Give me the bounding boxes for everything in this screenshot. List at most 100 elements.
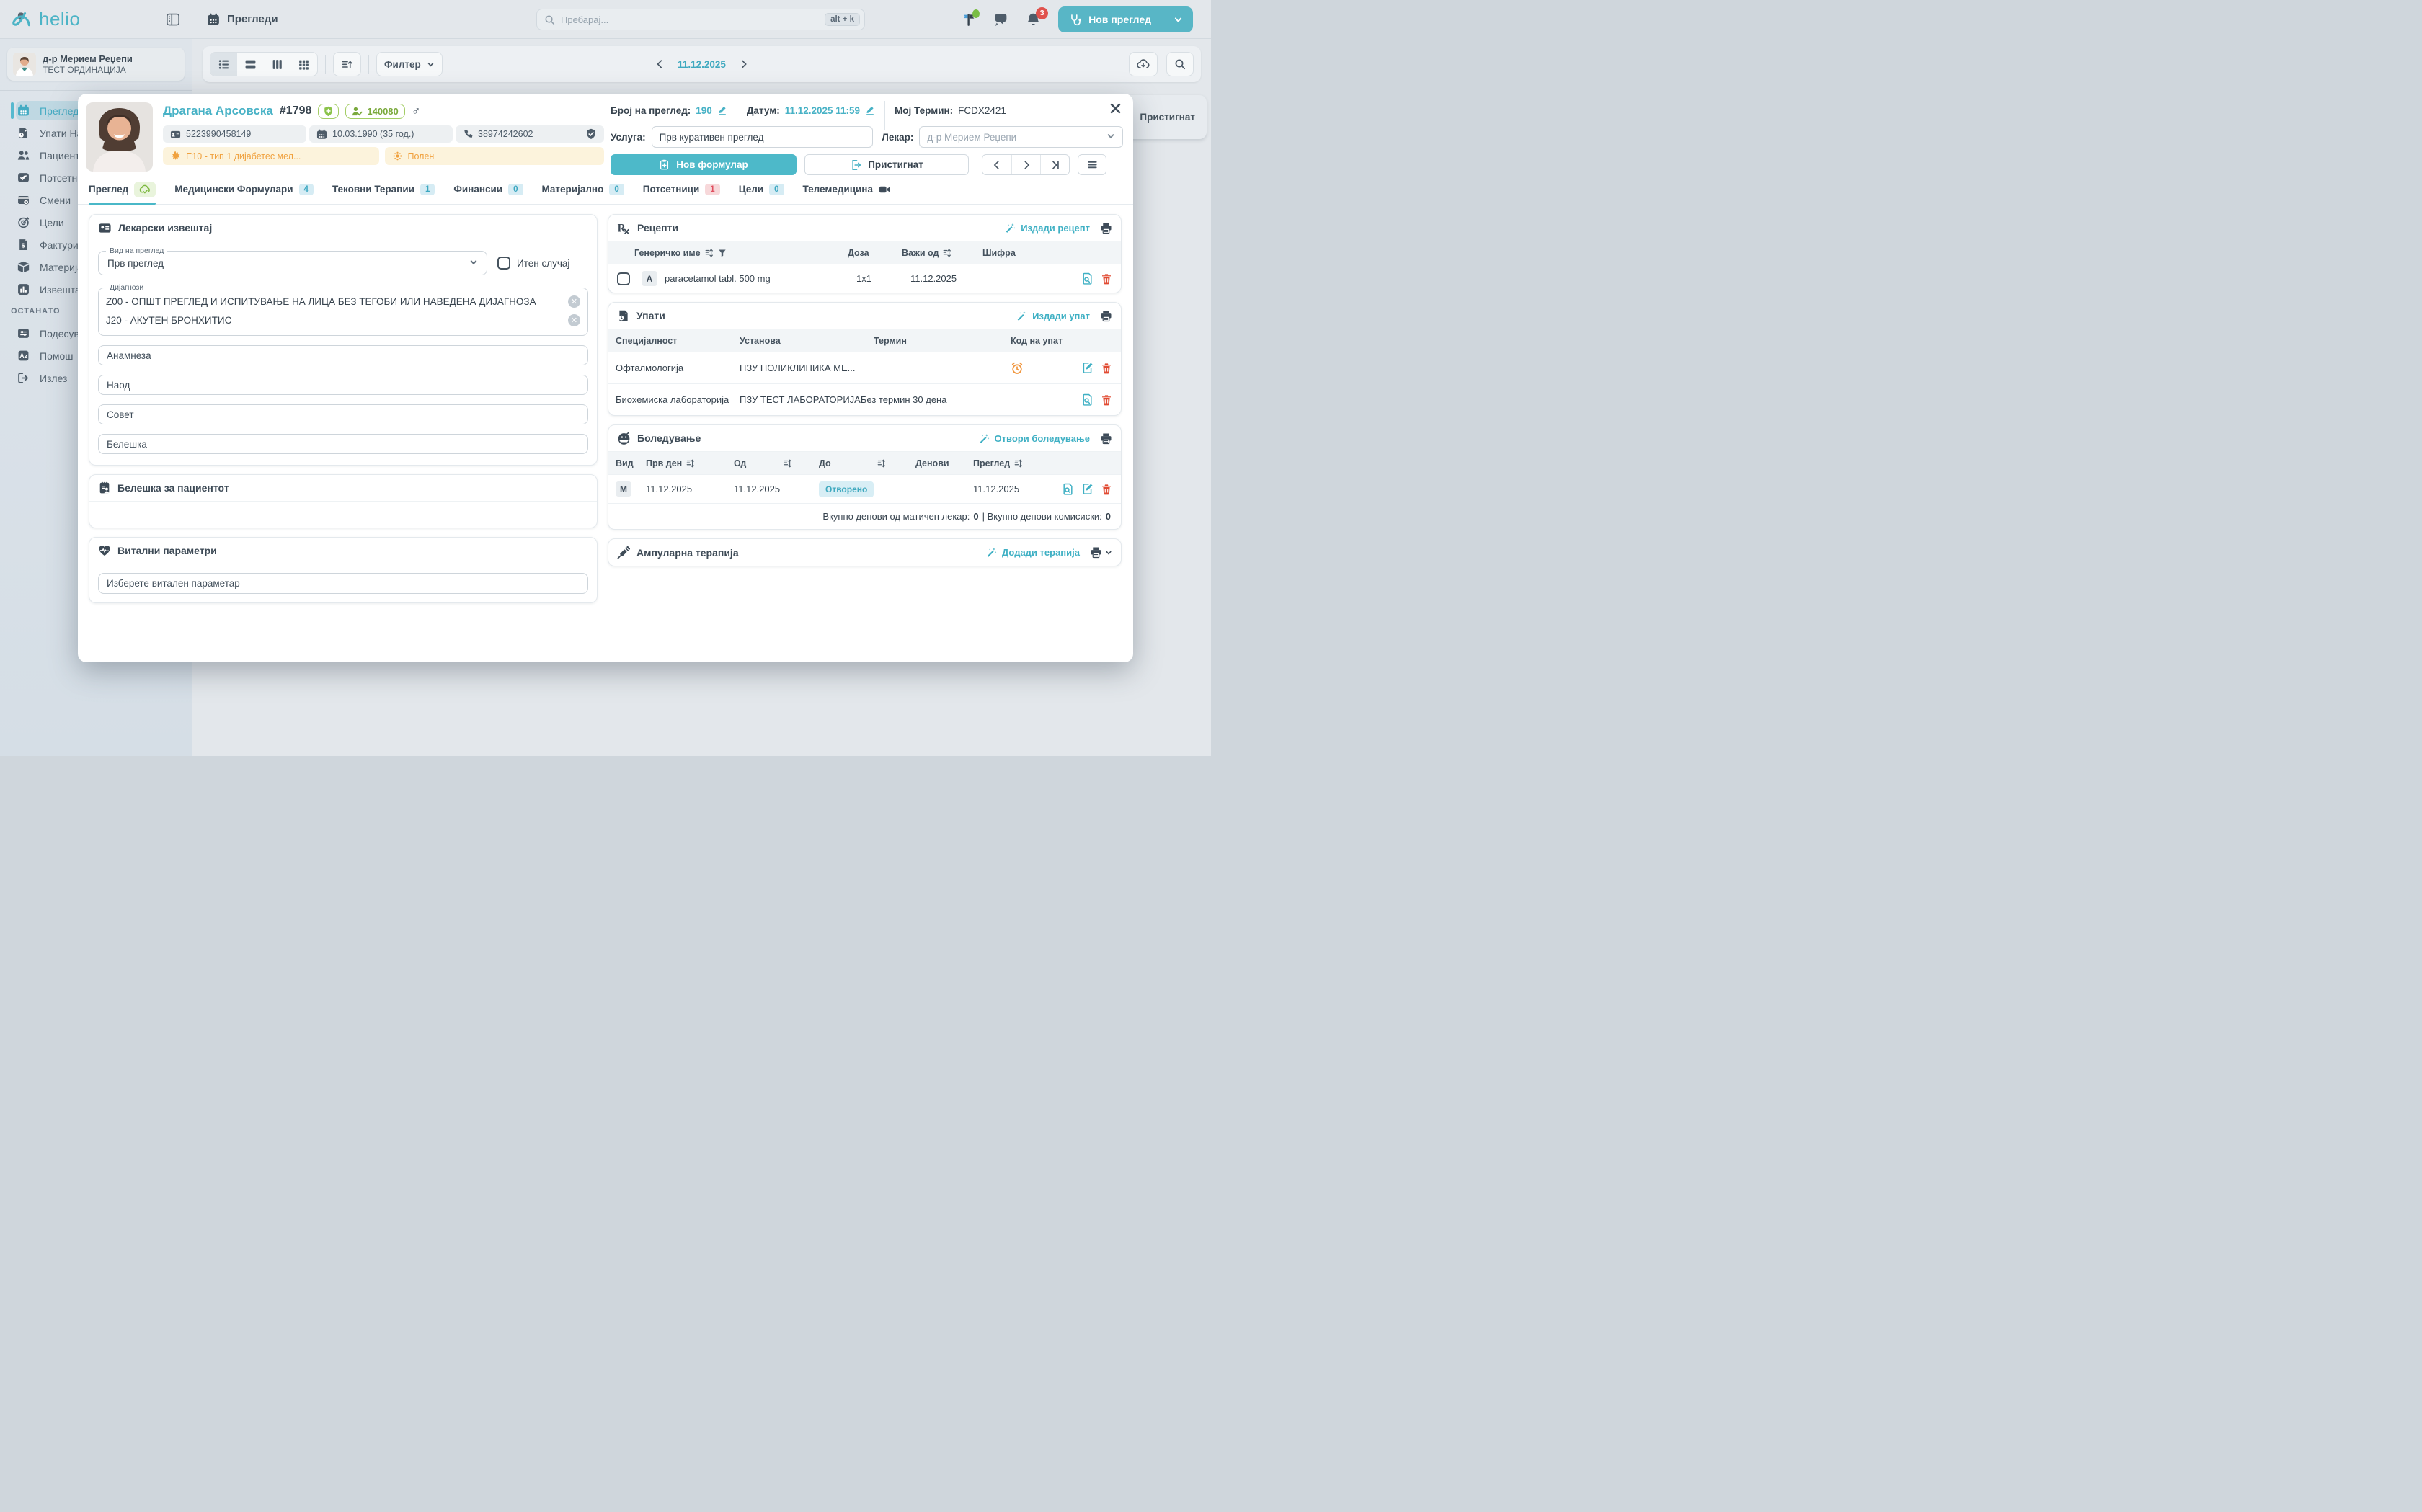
column-header: Термин [874, 335, 907, 346]
open-sick-leave-button[interactable]: Отвори боледување [979, 433, 1090, 444]
view-list-button[interactable] [210, 53, 237, 76]
preview-document-icon[interactable] [1081, 272, 1094, 285]
edit-document-icon[interactable] [1081, 362, 1094, 374]
caret-down-icon [469, 258, 478, 267]
sick-leave-row[interactable]: М 11.12.2025 11.12.2025 Отворено 11.12.2… [608, 474, 1121, 503]
notifications-bell-icon[interactable]: 3 [1026, 6, 1049, 27]
sidebar-item-izlez[interactable]: Излез [0, 367, 192, 389]
view-grid-button[interactable] [290, 53, 317, 76]
referral-row[interactable]: Биохемиска лабораторија ПЗУ ТЕСТ ЛАБОРАТ… [608, 383, 1121, 415]
sort-button[interactable] [333, 52, 361, 76]
modal-header: Драгана Арсовска #1798 140080 ♂ 52239904… [78, 94, 1133, 175]
signpost-icon[interactable] [961, 9, 980, 27]
next-day-button[interactable] [739, 59, 749, 69]
add-therapy-button[interactable]: Додади терапија [986, 547, 1080, 558]
delete-icon[interactable] [1101, 273, 1112, 285]
prev-day-button[interactable] [655, 59, 665, 69]
referral-row[interactable]: Офталмологија ПЗУ ПОЛИКЛИНИКА МЕ... [608, 352, 1121, 383]
remove-diagnosis-icon[interactable]: ✕ [568, 295, 580, 308]
allergy-label: Полен [407, 151, 435, 161]
insurance-shield-badge[interactable] [318, 103, 340, 119]
sidebar-item-upati[interactable]: Упати На [0, 122, 192, 144]
patient-note-body[interactable] [89, 502, 597, 528]
tab-materijalno[interactable]: Материјално 0 [542, 174, 624, 204]
patient-name[interactable]: Драгана Арсовска [163, 104, 273, 117]
tab-tekovni-terapii[interactable]: Тековни Терапии 1 [332, 174, 435, 204]
sidebar-item-pomosh[interactable]: Помош [0, 344, 192, 367]
issue-referral-button[interactable]: Издади упат [1016, 311, 1090, 321]
tab-telemedicina[interactable]: Телемедицина [803, 174, 890, 204]
sort-column-icon[interactable] [942, 248, 952, 258]
print-referrals-button[interactable] [1100, 310, 1112, 322]
tab-potsetnici[interactable]: Потсетници 1 [643, 174, 720, 204]
diagnoses-field[interactable]: Дијагнози Z00 - ОПШТ ПРЕГЛЕД И ИСПИТУВАЊ… [98, 283, 588, 336]
sort-column-icon[interactable] [783, 458, 793, 468]
alarm-icon[interactable] [1011, 362, 1024, 375]
referral-icon [17, 127, 30, 139]
checkbox[interactable] [497, 257, 510, 270]
preview-document-icon[interactable] [1062, 483, 1074, 495]
doctor-profile-card[interactable]: д-р Мерием Реџепи ТЕСТ ОРДИНАЦИЈА [7, 48, 185, 81]
row-checkbox[interactable] [617, 272, 630, 285]
sort-column-icon[interactable] [704, 248, 714, 258]
preview-document-icon[interactable] [1081, 393, 1094, 406]
issue-prescription-button[interactable]: Издади рецепт [1005, 223, 1090, 234]
arrived-button[interactable]: Пристигнат [804, 154, 969, 175]
filter-column-icon[interactable] [718, 249, 727, 257]
sidebar-collapse-button[interactable] [166, 12, 180, 27]
note-field[interactable]: Белешка [98, 434, 588, 454]
search-list-button[interactable] [1166, 52, 1194, 76]
sidebar-item-smeni[interactable]: Смени [0, 189, 192, 211]
sort-column-icon[interactable] [877, 458, 887, 468]
tab-finansii[interactable]: Финансии 0 [453, 174, 523, 204]
service-input[interactable] [651, 126, 874, 148]
new-exam-button[interactable]: Нов преглед [1058, 6, 1163, 32]
new-form-button[interactable]: Нов формулар [611, 154, 797, 175]
view-rows-button[interactable] [237, 53, 264, 76]
tab-badge: 0 [769, 183, 784, 195]
prescription-row[interactable]: A paracetamol tabl. 500 mg 1x1 11.12.202… [608, 264, 1121, 293]
tab-medicinski-formulari[interactable]: Медицински Формулари 4 [174, 174, 314, 204]
next-exam-button[interactable] [1011, 155, 1040, 174]
filter-button[interactable]: Филтер [376, 52, 443, 76]
allergy-chip-diabetes[interactable]: Е10 - тип 1 дијабетес мел... [163, 147, 379, 165]
valid-from-date: 11.12.2025 [910, 273, 957, 284]
exam-type-select[interactable]: Вид на преглед Прв преглед [98, 246, 487, 275]
tab-celi[interactable]: Цели 0 [739, 174, 784, 204]
edit-date-icon[interactable] [865, 105, 875, 115]
edit-number-icon[interactable] [717, 105, 727, 115]
print-prescriptions-button[interactable] [1100, 222, 1112, 234]
vitals-select-input[interactable] [98, 573, 588, 594]
sort-column-icon[interactable] [1013, 458, 1024, 468]
print-therapy-button[interactable] [1090, 546, 1112, 559]
sidebar-item-fakturi[interactable]: Фактури [0, 234, 192, 256]
delete-icon[interactable] [1101, 363, 1112, 374]
delete-icon[interactable] [1101, 484, 1112, 495]
current-date[interactable]: 11.12.2025 [678, 58, 726, 70]
insurance-number-badge[interactable]: 140080 [345, 103, 405, 119]
sort-column-icon[interactable] [686, 458, 696, 468]
sidebar-item-izvestai[interactable]: Извештаи [0, 278, 192, 301]
exam-menu-button[interactable] [1078, 154, 1106, 175]
clipboard-plus-icon [659, 159, 670, 170]
last-exam-button[interactable] [1040, 155, 1069, 174]
doctor-select[interactable]: д-р Мерием Реџепи [919, 126, 1123, 148]
view-columns-button[interactable] [264, 53, 290, 76]
findings-field[interactable]: Наод [98, 375, 588, 395]
global-search[interactable]: Пребарај... alt + k [536, 9, 865, 30]
export-button[interactable] [1129, 52, 1158, 76]
edit-document-icon[interactable] [1081, 483, 1094, 495]
delete-icon[interactable] [1101, 394, 1112, 406]
advice-field[interactable]: Совет [98, 404, 588, 424]
allergy-chip-pollen[interactable]: Полен [384, 147, 604, 165]
anamnesis-field[interactable]: Анамнеза [98, 345, 588, 365]
prev-exam-button[interactable] [982, 155, 1011, 174]
remove-diagnosis-icon[interactable]: ✕ [568, 314, 580, 326]
sidebar-item-celi[interactable]: Цели [0, 211, 192, 234]
new-exam-dropdown-button[interactable] [1163, 6, 1193, 32]
print-sick-leave-button[interactable] [1100, 432, 1112, 445]
urgent-case-checkbox[interactable]: Итен случај [497, 257, 569, 270]
sidebar-item-pacienti[interactable]: Пациенти [0, 144, 192, 166]
tab-pregled[interactable]: Преглед [89, 174, 156, 205]
messages-icon[interactable] [993, 12, 1008, 27]
